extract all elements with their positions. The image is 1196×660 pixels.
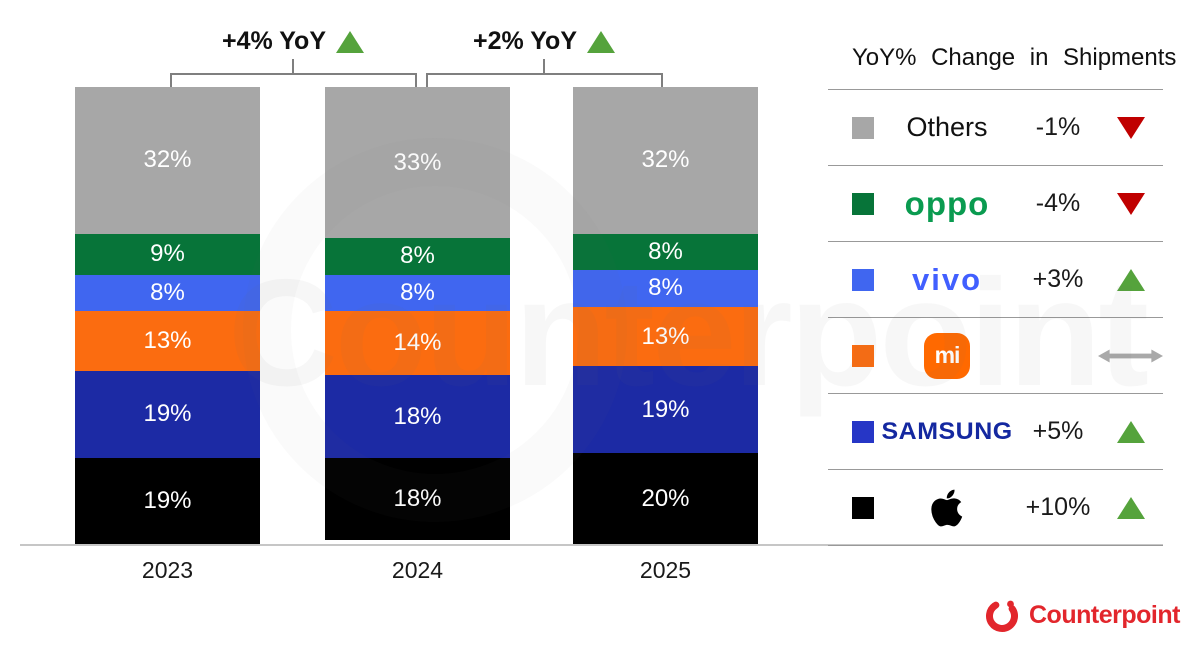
down-arrow-icon <box>1116 116 1145 139</box>
segment-others-2025: 32% <box>573 87 758 234</box>
segment-value-label: 14% <box>393 329 442 357</box>
segment-samsung-2024: 18% <box>325 375 510 458</box>
up-arrow-icon <box>336 30 364 53</box>
yoy-note-text: +4% YoY <box>222 27 326 55</box>
segment-value-label: 8% <box>648 274 683 302</box>
up-arrow-icon <box>1116 496 1145 519</box>
segment-value-label: 9% <box>150 240 185 268</box>
segment-value-label: 8% <box>400 242 435 270</box>
counterpoint-brand-name: Counterpoint <box>1029 600 1180 629</box>
counterpoint-logo-icon <box>986 600 1018 632</box>
segment-apple-2024: 18% <box>325 457 510 541</box>
segment-value-label: 32% <box>143 146 192 174</box>
segment-oppo-2024: 8% <box>325 238 510 275</box>
vivo-color-swatch <box>852 268 874 291</box>
segment-apple-2025: 20% <box>573 453 758 545</box>
segment-value-label: 18% <box>393 485 442 513</box>
others-trend <box>1098 116 1163 139</box>
samsung-logo: SAMSUNG <box>881 417 1013 445</box>
legend-title: YoY% Change in Shipments <box>852 44 1177 71</box>
yoy-bracket-2 <box>426 73 663 87</box>
bar-2025: 32% 8% 8% 13% 19% 20% <box>573 87 758 545</box>
legend: Others -1% oppo -4% vivo +3% mi SAMSUNG … <box>828 89 1163 546</box>
xiaomi-trend <box>1098 344 1163 368</box>
apple-logo-icon <box>931 489 963 526</box>
counterpoint-brand: Counterpoint <box>984 597 1180 633</box>
legend-row-others: Others -1% <box>828 90 1163 166</box>
bracket-tick <box>292 59 294 74</box>
yoy-bracket-1 <box>170 73 417 87</box>
segment-vivo-2024: 8% <box>325 274 510 312</box>
x-axis-label-2023: 2023 <box>141 557 194 583</box>
x-axis-label-2025: 2025 <box>639 557 692 583</box>
others-change: -1% <box>1035 113 1081 141</box>
segment-value-label: 33% <box>393 148 442 176</box>
oppo-color-swatch <box>852 192 874 215</box>
oppo-logo: oppo <box>904 185 990 222</box>
oppo-trend <box>1098 192 1163 215</box>
segment-xiaomi-2025: 13% <box>573 306 758 367</box>
apple-trend <box>1098 496 1163 519</box>
legend-row-xiaomi: mi <box>828 318 1163 394</box>
segment-vivo-2023: 8% <box>75 274 260 312</box>
segment-others-2024: 33% <box>325 87 510 239</box>
segment-value-label: 32% <box>641 146 690 174</box>
segment-apple-2023: 19% <box>75 457 260 545</box>
segment-value-label: 13% <box>641 322 690 350</box>
segment-value-label: 8% <box>648 237 683 265</box>
bar-2024: 33% 8% 8% 14% 18% 18% <box>325 87 510 545</box>
others-label: Others <box>906 112 988 142</box>
yoy-note-2024-2025: +2% YoY <box>473 27 615 56</box>
x-axis-label-2024: 2024 <box>391 557 444 583</box>
bracket-tick <box>543 59 545 74</box>
apple-color-swatch <box>852 496 874 519</box>
flat-arrow-icon <box>1098 349 1163 362</box>
yoy-note-text: +2% YoY <box>473 27 577 55</box>
up-arrow-icon <box>1116 420 1145 443</box>
segment-oppo-2025: 8% <box>573 233 758 271</box>
up-arrow-icon <box>587 30 615 53</box>
x-axis-line <box>20 544 1163 546</box>
counterpoint-logo-dot <box>1007 600 1014 608</box>
segment-oppo-2023: 9% <box>75 233 260 275</box>
others-color-swatch <box>852 116 874 139</box>
segment-samsung-2025: 19% <box>573 366 758 454</box>
segment-value-label: 19% <box>641 395 690 423</box>
oppo-change: -4% <box>1035 189 1081 217</box>
segment-value-label: 18% <box>393 402 442 430</box>
xiaomi-color-swatch <box>852 344 874 367</box>
samsung-color-swatch <box>852 420 874 443</box>
segment-vivo-2025: 8% <box>573 270 758 307</box>
xiaomi-logo: mi <box>924 332 970 379</box>
segment-value-label: 19% <box>143 400 192 428</box>
legend-row-oppo: oppo -4% <box>828 166 1163 242</box>
segment-samsung-2023: 19% <box>75 370 260 458</box>
segment-xiaomi-2024: 14% <box>325 311 510 376</box>
legend-row-vivo: vivo +3% <box>828 242 1163 318</box>
stacked-bars: 32% 9% 8% 13% 19% 19% 33% 8% 8% 14% 18% 18% 32% 8% 8% 1… <box>75 87 758 545</box>
legend-row-apple: +10% <box>828 470 1163 546</box>
samsung-change: +5% <box>1032 417 1084 445</box>
samsung-trend <box>1098 420 1163 443</box>
legend-row-samsung: SAMSUNG +5% <box>828 394 1163 470</box>
segment-value-label: 20% <box>641 485 690 513</box>
segment-value-label: 19% <box>143 487 192 515</box>
segment-others-2023: 32% <box>75 87 260 234</box>
segment-value-label: 13% <box>143 327 192 355</box>
apple-change: +10% <box>1025 493 1091 521</box>
segment-value-label: 8% <box>400 279 435 307</box>
down-arrow-icon <box>1116 192 1145 215</box>
x-axis-labels: 2023 2024 2025 <box>75 557 757 587</box>
yoy-note-2023-2024: +4% YoY <box>222 27 364 56</box>
segment-value-label: 8% <box>150 279 185 307</box>
vivo-trend <box>1098 268 1163 291</box>
bar-2023: 32% 9% 8% 13% 19% 19% <box>75 87 260 545</box>
vivo-logo: vivo <box>911 262 983 297</box>
up-arrow-icon <box>1116 268 1145 291</box>
vivo-change: +3% <box>1032 265 1084 293</box>
segment-xiaomi-2023: 13% <box>75 311 260 371</box>
